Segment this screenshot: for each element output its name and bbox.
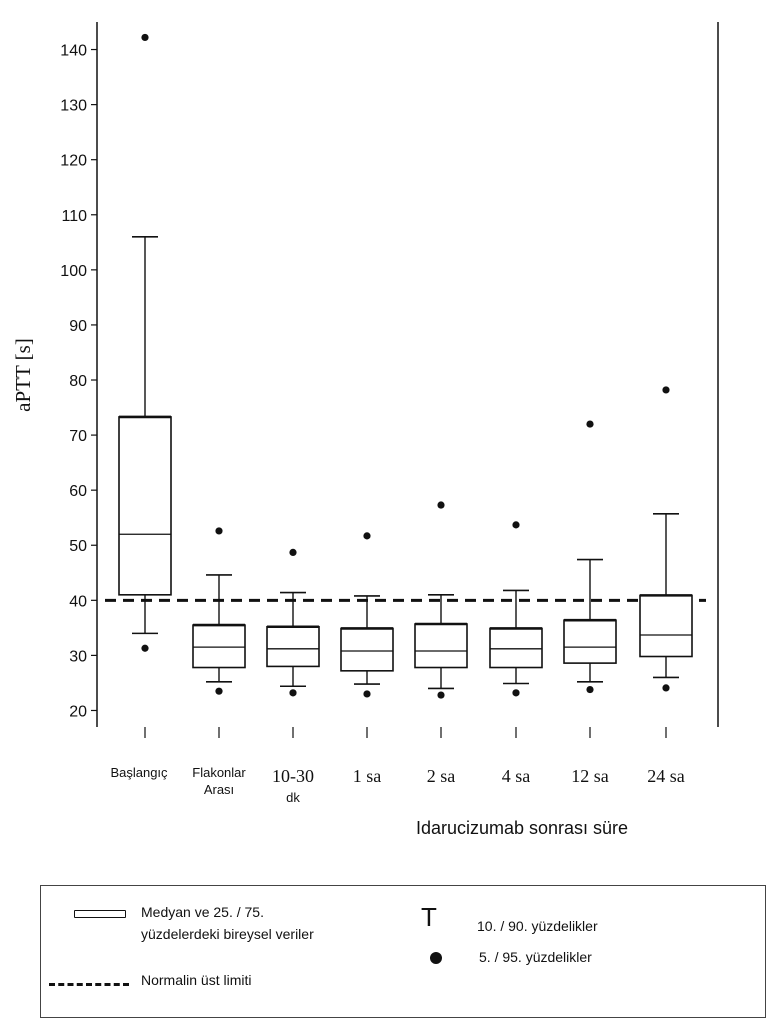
p5-point [512,689,520,697]
axes: 20 30 40 50 60 70 80 90 100 110 120 130 140 [60,22,719,738]
iqr-box [639,594,693,658]
iqr-box [192,624,246,669]
y-tick-label: 40 [69,593,87,610]
p95-point [437,501,445,509]
box-1 [118,33,172,652]
p5-point [437,691,445,699]
box-8 [639,386,693,692]
box-7 [563,420,617,694]
p5-point [662,684,670,692]
y-tick-label: 130 [60,98,87,115]
iqr-box [340,627,394,672]
y-tick-label: 30 [69,648,87,665]
legend: Medyan ve 25. / 75. yüzdelerdeki bireyse… [40,885,766,1018]
legend-box-label-line1: Medyan ve 25. / 75. [141,904,264,920]
x-tick-labels: Başlangıç Flakonlar Arası 10-30 dk 1 sa 2 sa 4 … [110,765,684,805]
box-6 [489,521,543,697]
whisker-t-icon: T [421,902,437,932]
x-category-label: Flakonlar [192,765,246,780]
box-3 [266,548,320,697]
p95-point [141,33,149,42]
x-category-label: 2 sa [427,766,456,786]
x-category-label: dk [286,790,300,805]
x-category-label: 24 sa [647,766,685,786]
iqr-box [414,623,468,669]
dot-icon [430,952,442,964]
x-category-label: 12 sa [571,766,609,786]
x-category-label: 10-30 [272,766,314,786]
box-2 [192,527,246,695]
p95-point [662,386,670,394]
y-tick-label: 100 [60,263,87,280]
iqr-box [266,625,320,668]
y-tick-label: 90 [69,318,87,335]
y-tick-label: 70 [69,428,87,445]
x-axis-label: Idarucizumab sonrası süre [416,818,628,838]
y-tick-label: 140 [60,43,87,60]
p95-point [289,548,297,557]
iqr-box [563,619,617,664]
x-category-label: 1 sa [353,766,382,786]
iqr-box [489,627,543,669]
y-tick-label: 20 [69,703,87,720]
boxes-group [118,33,693,699]
legend-dash-label: Normalin üst limiti [141,972,252,988]
p95-point [512,521,520,529]
legend-whisker-label: 10. / 90. yüzdelikler [477,918,598,934]
y-tick-label: 60 [69,483,87,500]
p95-point [215,527,223,535]
p5-point [363,690,371,698]
p5-point [141,644,149,652]
box-swatch-icon [74,910,126,918]
iqr-box [118,416,172,596]
y-tick-label: 50 [69,538,87,555]
box-4 [340,532,394,698]
p95-point [363,532,371,540]
x-category-label: 4 sa [502,766,531,786]
x-category-label: Arası [204,782,234,797]
x-category-label: Başlangıç [110,765,168,780]
legend-dot-label: 5. / 95. yüzdelikler [479,949,592,965]
box-5 [414,501,468,699]
y-axis-label: aPTT [s] [11,338,35,412]
y-tick-label: 110 [61,208,87,225]
p5-point [215,687,223,695]
dashed-line-icon [49,983,129,986]
y-tick-label: 80 [69,373,87,390]
p95-point [586,420,594,428]
legend-box-label-line2: yüzdelerdeki bireysel veriler [141,926,314,942]
p5-point [586,685,594,694]
y-tick-label: 120 [60,153,87,170]
p5-point [289,689,297,697]
box-plot-chart: 20 30 40 50 60 70 80 90 100 110 120 130 140 Başlangı… [11,22,719,838]
